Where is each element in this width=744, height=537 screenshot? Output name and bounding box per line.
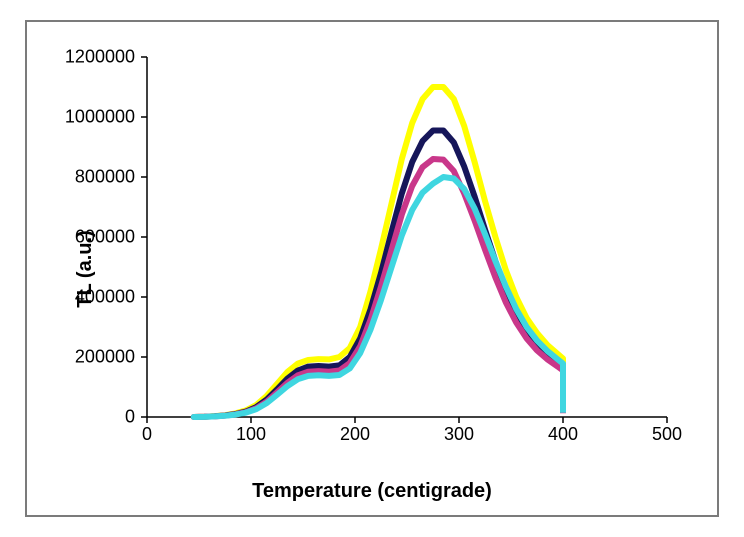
y-tick-label: 600000 bbox=[75, 227, 135, 248]
x-tick-label: 500 bbox=[652, 424, 682, 445]
x-tick-label: 100 bbox=[236, 424, 266, 445]
y-tick-label: 0 bbox=[125, 407, 135, 428]
chart-frame: TL (a.u.) Temperature (centigrade) 02000… bbox=[25, 20, 719, 517]
x-tick-label: 400 bbox=[548, 424, 578, 445]
chart-svg bbox=[147, 57, 667, 417]
y-tick-label: 200000 bbox=[75, 347, 135, 368]
series-yellow bbox=[194, 87, 563, 417]
y-tick-label: 1200000 bbox=[65, 47, 135, 68]
y-tick-label: 1000000 bbox=[65, 107, 135, 128]
x-axis-label: Temperature (centigrade) bbox=[252, 480, 492, 503]
x-tick-label: 0 bbox=[142, 424, 152, 445]
y-tick-label: 800000 bbox=[75, 167, 135, 188]
x-tick-label: 200 bbox=[340, 424, 370, 445]
x-tick-label: 300 bbox=[444, 424, 474, 445]
y-tick-label: 400000 bbox=[75, 287, 135, 308]
plot-area bbox=[147, 57, 667, 417]
